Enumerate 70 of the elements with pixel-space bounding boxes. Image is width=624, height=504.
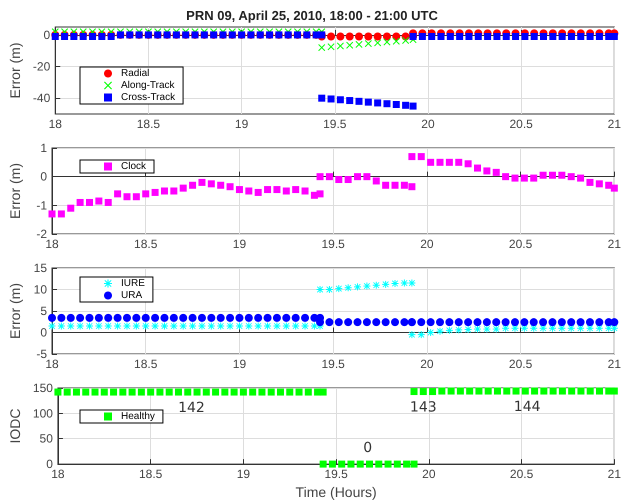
y-axis-title: Error (m) [7,42,23,98]
legend-label: Healthy [121,411,155,422]
x-tick-label: 19.5 [323,117,347,131]
y-tick-label: 10 [34,282,48,296]
x-tick-label: 19 [236,467,250,482]
chart-title: PRN 09, April 25, 2010, 18:00 - 21:00 UTC [186,8,438,23]
point [318,44,326,52]
x-tick-label: 18.5 [136,117,160,131]
x-axis-title: Time (Hours) [296,484,377,500]
y-tick-label: 50 [40,432,54,446]
y-tick-label: 5 [40,304,48,318]
x-tick-label: 18 [51,467,65,482]
y-tick-label: 0 [44,28,51,42]
x-tick-label: 18 [48,117,62,131]
y-tick-label: -20 [32,60,51,74]
x-tick-label: 19 [232,357,246,371]
y-axis-title: Error (m) [7,283,23,339]
annotation: 143 [410,400,437,416]
x-tick-label: 20.5 [508,357,533,371]
x-tick-label: 18 [45,357,59,371]
y-tick-label: 150 [32,381,54,395]
legend-label: URA [121,290,142,301]
x-tick-label: 21 [608,117,622,131]
annotation: 142 [178,400,205,416]
y-tick-label: 0 [40,326,48,340]
legend-label: Cross-Track [121,92,176,103]
point [356,40,363,48]
point [383,38,390,46]
y-tick-label: -40 [32,91,51,106]
y-tick-label: -1 [36,198,48,212]
point [374,39,382,46]
x-tick-label: 18 [45,237,59,251]
y-axis-title: Error (m) [7,163,23,219]
y-tick-label: -2 [36,227,48,241]
x-tick-label: 20 [420,357,434,371]
point [336,42,344,50]
x-tick-label: 19 [234,117,249,131]
legend-label: Radial [121,68,150,79]
point [346,42,354,49]
x-tick-label: 19.5 [321,357,346,371]
x-tick-label: 20.5 [508,237,533,251]
y-tick-label: 1 [40,141,48,155]
point [402,36,410,44]
y-tick-label: 0 [46,457,54,472]
x-tick-label: 19.5 [321,237,346,251]
legend-label: Clock [121,161,148,172]
point [328,43,335,50]
y-tick-label: 100 [32,406,54,420]
x-tick-label: 20 [421,117,435,131]
x-tick-label: 20 [422,467,436,482]
point [364,40,372,48]
y-axis-title: IODC [7,408,23,444]
y-tick-label: -5 [36,347,48,361]
legend-label: Along-Track [121,80,176,91]
annotation: 0 [363,440,372,456]
legend-label: IURE [121,278,146,289]
x-tick-label: 18.5 [134,357,158,371]
x-tick-label: 21 [608,467,622,482]
x-tick-label: 20 [420,237,434,251]
y-tick-label: 0 [40,170,48,184]
x-tick-label: 18.5 [138,467,163,482]
x-tick-label: 19.5 [324,467,348,482]
x-tick-label: 20.5 [509,117,534,131]
x-tick-label: 19 [232,237,246,251]
x-tick-label: 21 [608,357,622,371]
annotation: 144 [514,399,541,416]
x-tick-label: 21 [608,237,622,251]
x-tick-label: 20.5 [510,467,534,482]
x-tick-label: 18.5 [134,237,158,251]
y-tick-label: 15 [34,261,48,275]
